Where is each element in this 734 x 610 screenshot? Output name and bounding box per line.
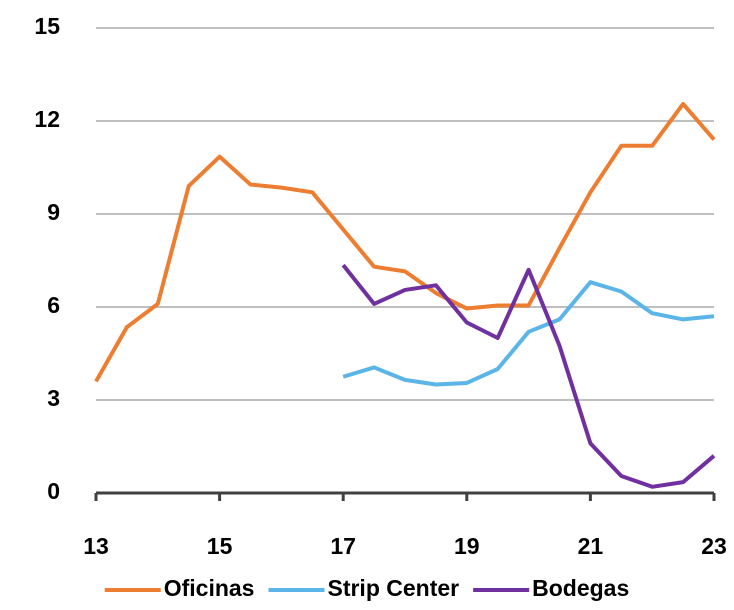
x-tick-label: 19 <box>454 533 480 559</box>
x-tick-label: 17 <box>330 533 356 559</box>
series-line <box>341 263 716 489</box>
legend-label: Strip Center <box>327 575 459 601</box>
series-line <box>94 101 716 383</box>
y-tick-label: 9 <box>47 199 60 225</box>
y-tick-label: 12 <box>34 106 60 132</box>
y-tick-label: 3 <box>47 385 60 411</box>
y-tick-label: 0 <box>47 478 60 504</box>
x-tick-label: 23 <box>701 533 727 559</box>
x-tick-label: 15 <box>207 533 233 559</box>
y-tick-label: 6 <box>47 292 60 318</box>
x-tick-label: 21 <box>578 533 604 559</box>
y-tick-label: 15 <box>34 13 60 39</box>
legend-label: Oficinas <box>164 575 255 601</box>
series-line <box>342 280 715 387</box>
x-tick-label: 13 <box>83 533 109 559</box>
legend-label: Bodegas <box>532 575 629 601</box>
